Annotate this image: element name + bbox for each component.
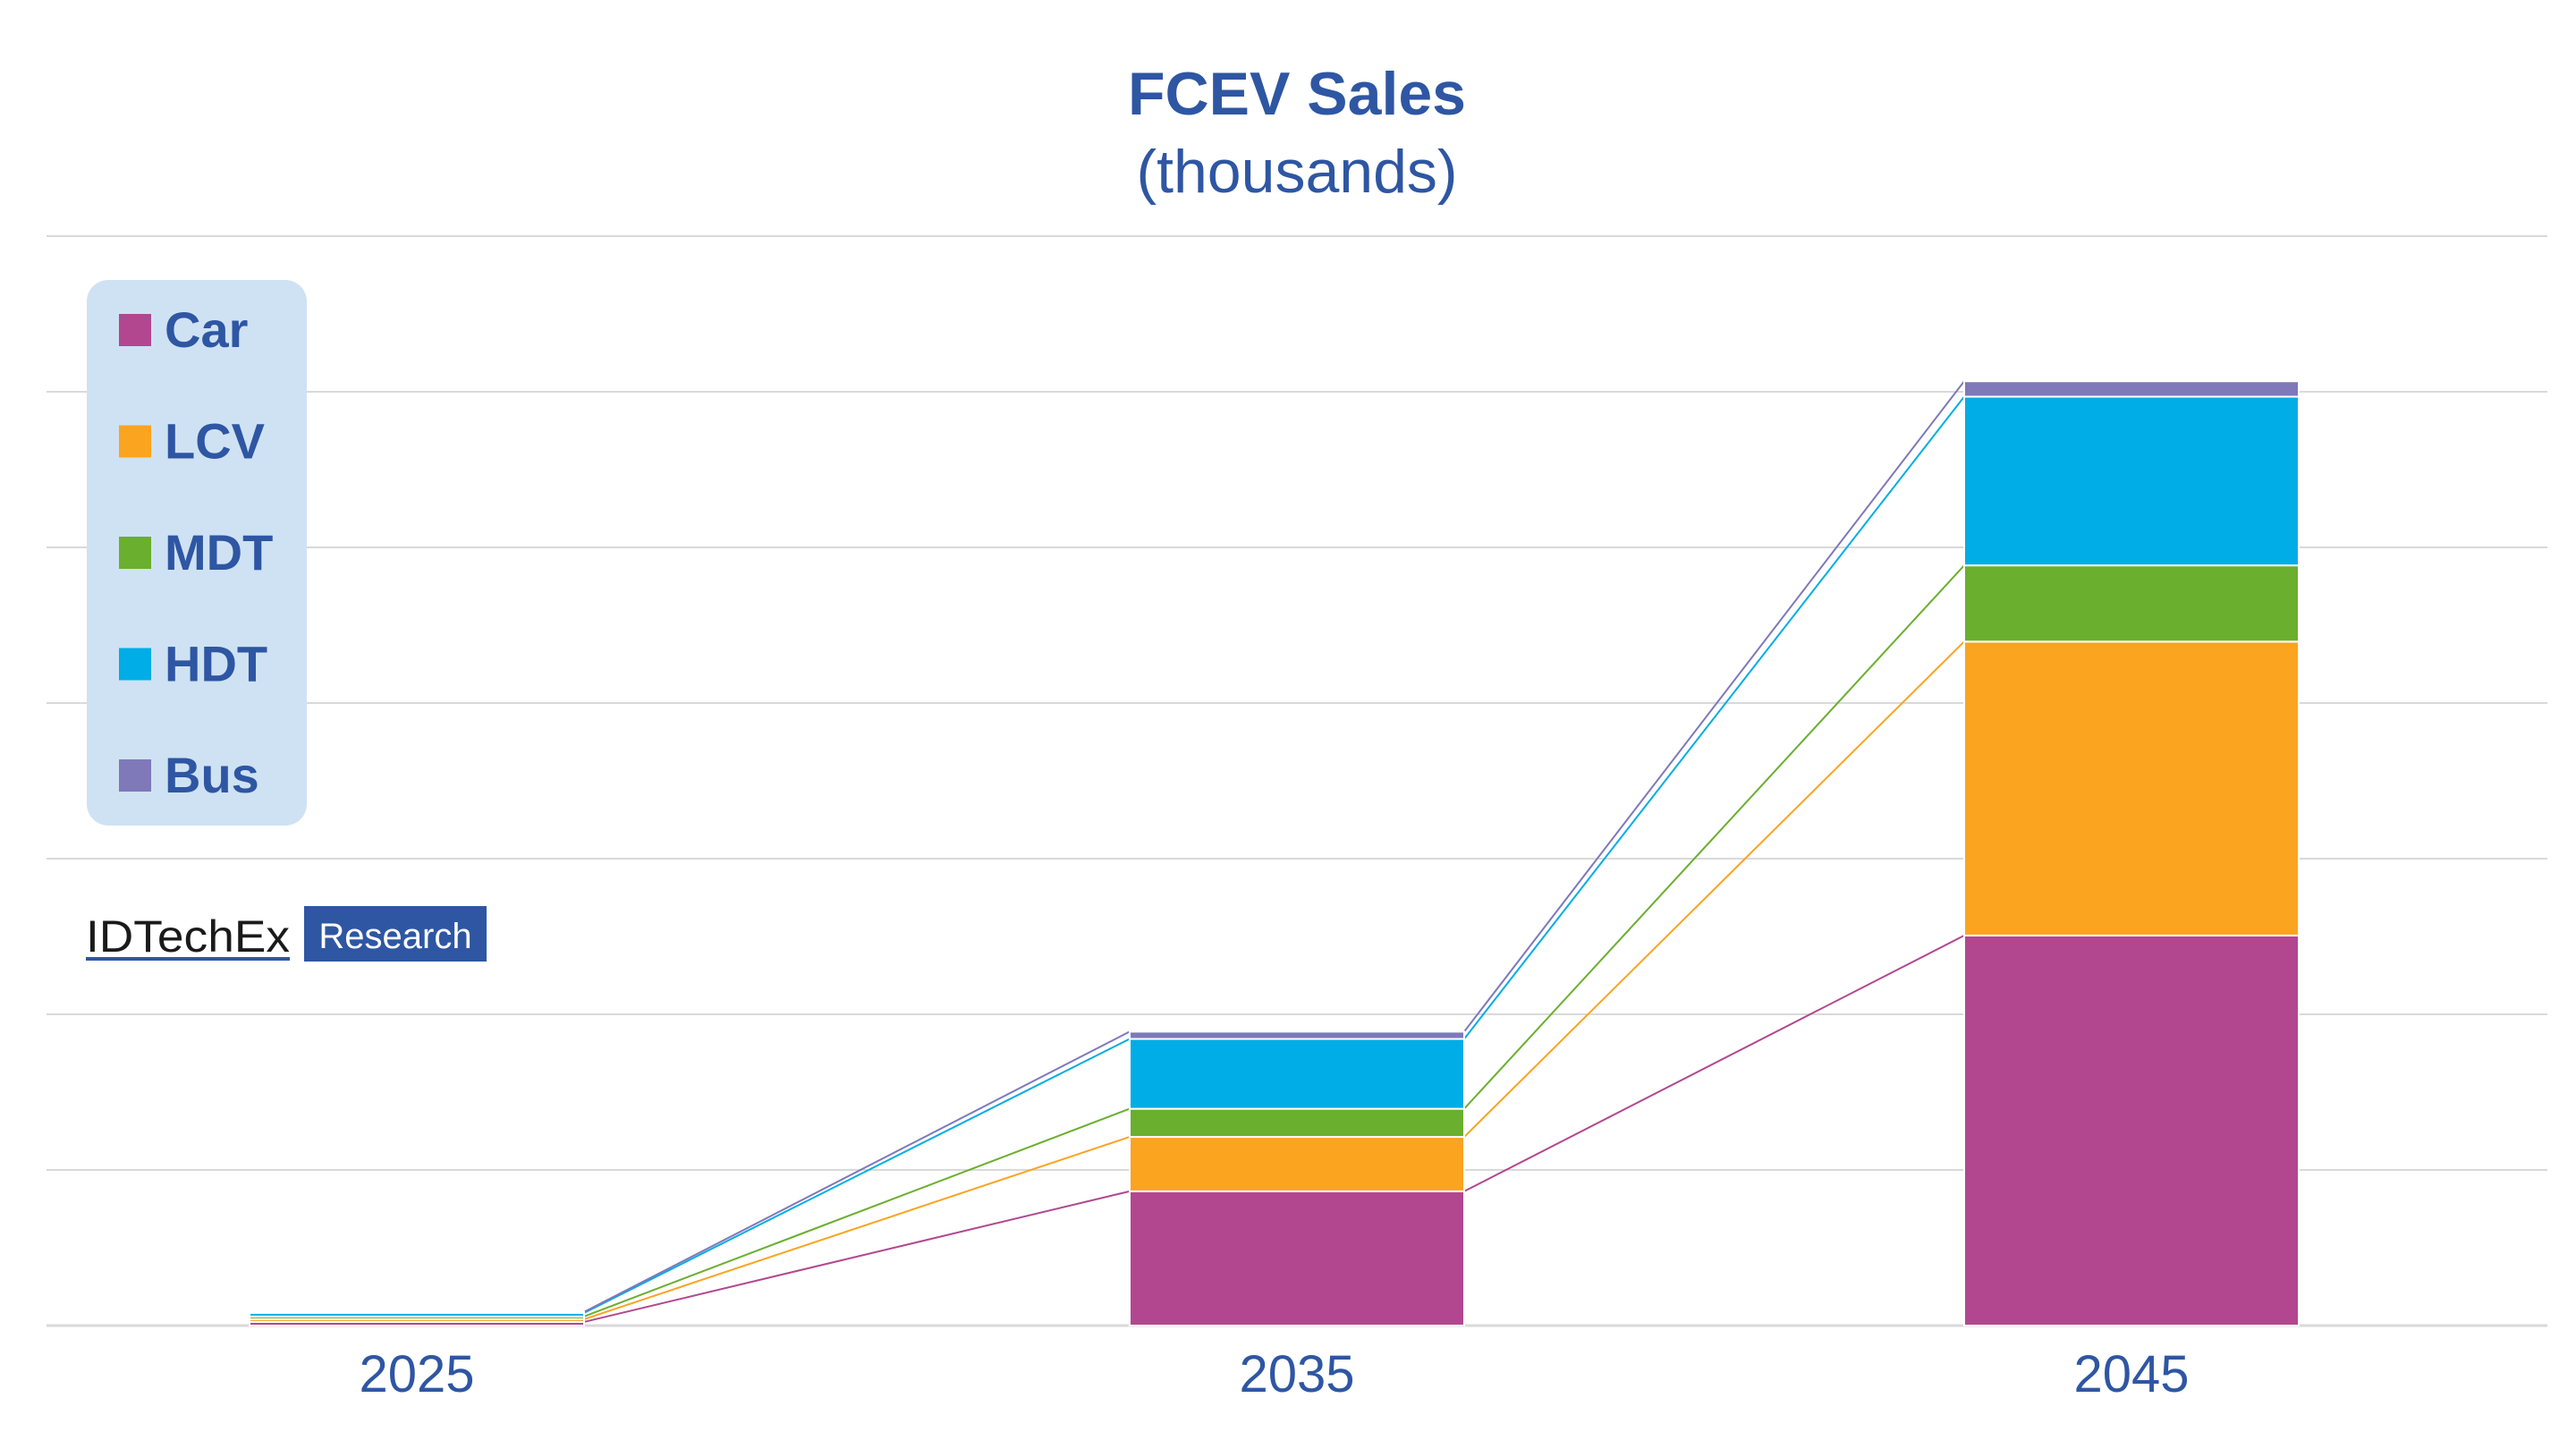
legend-item-bus: Bus: [119, 747, 259, 803]
legend-swatch-car: [119, 314, 151, 346]
x-tick-label-2025: 2025: [359, 1345, 474, 1403]
connector-mdt-2035-2045: [1463, 564, 1965, 1110]
idtechex-logo: IDTechEx Research: [86, 906, 487, 962]
legend-item-mdt: MDT: [119, 524, 273, 580]
legend-item-lcv: LCV: [119, 413, 265, 470]
connector-bus-2025-2035: [583, 1030, 1131, 1313]
legend-swatch-lcv: [119, 425, 151, 458]
bar-2045-lcv: [1963, 640, 2300, 936]
connector-bus-2035-2045: [1463, 380, 1965, 1033]
connector-lcv-2035-2045: [1463, 640, 1965, 1138]
bar-2035-mdt: [1129, 1107, 1465, 1139]
chart-title: FCEV Sales: [1128, 60, 1466, 128]
bar-2035-bus: [1129, 1030, 1465, 1040]
logo-research-box: [304, 906, 487, 962]
chart-subtitle: (thousands): [1136, 138, 1457, 206]
connector-car-2025-2035: [583, 1190, 1131, 1323]
connector-mdt-2025-2035: [583, 1107, 1131, 1318]
legend-swatch-mdt: [119, 537, 151, 569]
bar-2045-hdt: [1963, 395, 2300, 567]
bar-2045-car: [1963, 934, 2300, 1326]
x-axis-ticks: 2025 2035 2045: [359, 1345, 2189, 1403]
connector-hdt-2035-2045: [1463, 395, 1965, 1040]
x-tick-label-2035: 2035: [1239, 1345, 1354, 1403]
legend-label-hdt: HDT: [165, 636, 267, 692]
bar-2035-hdt: [1129, 1038, 1465, 1110]
bar-2035-lcv: [1129, 1136, 1465, 1192]
legend-item-hdt: HDT: [119, 636, 267, 692]
legend-label-lcv: LCV: [165, 413, 265, 470]
legend-label-mdt: MDT: [165, 524, 273, 580]
legend-swatch-hdt: [119, 648, 151, 681]
bar-2025-bus: [249, 1310, 585, 1314]
connector-lcv-2025-2035: [583, 1136, 1131, 1320]
x-tick-label-2045: 2045: [2073, 1345, 2189, 1403]
legend-swatch-bus: [119, 759, 151, 792]
legend-label-car: Car: [165, 301, 248, 358]
bar-2045-mdt: [1963, 564, 2300, 643]
connector-car-2035-2045: [1463, 935, 1965, 1192]
bar-2035-car: [1129, 1190, 1465, 1326]
legend: Car LCV MDT HDT Bus: [87, 280, 307, 826]
logo-tag: Research: [318, 917, 471, 956]
logo-underline: [86, 957, 290, 961]
legend-item-car: Car: [119, 301, 248, 358]
bar-2045-bus: [1963, 380, 2300, 398]
legend-background: [87, 280, 307, 826]
legend-label-bus: Bus: [165, 747, 259, 803]
stacked-bars: [249, 380, 2300, 1327]
connector-hdt-2025-2035: [583, 1038, 1131, 1314]
connector-lines: [583, 380, 1965, 1323]
logo-brand: IDTechEx: [86, 911, 290, 962]
